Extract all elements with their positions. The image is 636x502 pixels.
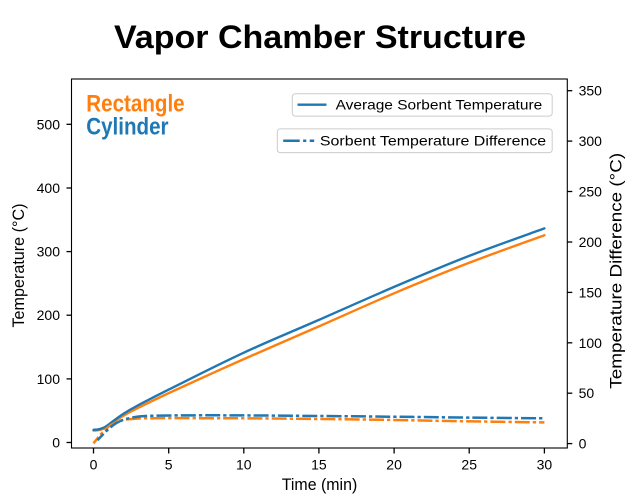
svg-text:400: 400 — [37, 180, 61, 196]
svg-text:50: 50 — [579, 385, 595, 401]
svg-text:150: 150 — [579, 284, 603, 300]
svg-text:Sorbent Temperature Difference: Sorbent Temperature Difference — [320, 132, 547, 148]
svg-text:Rectangle: Rectangle — [86, 90, 184, 117]
svg-text:25: 25 — [461, 457, 477, 473]
svg-text:200: 200 — [579, 234, 603, 250]
svg-text:250: 250 — [579, 184, 603, 200]
svg-text:10: 10 — [236, 457, 252, 473]
svg-text:15: 15 — [311, 457, 327, 473]
svg-text:Average Sorbent Temperature: Average Sorbent Temperature — [336, 97, 543, 113]
svg-text:0: 0 — [52, 435, 60, 451]
svg-text:500: 500 — [37, 116, 61, 132]
svg-text:Vapor Chamber Structure: Vapor Chamber Structure — [114, 19, 526, 55]
svg-text:0: 0 — [579, 436, 587, 452]
svg-text:100: 100 — [579, 335, 603, 351]
svg-text:Cylinder: Cylinder — [86, 114, 169, 141]
svg-text:0: 0 — [90, 457, 98, 473]
svg-text:200: 200 — [37, 307, 61, 323]
svg-text:20: 20 — [386, 457, 402, 473]
svg-text:Temperature Difference (°C): Temperature Difference (°C) — [607, 153, 626, 389]
svg-text:30: 30 — [537, 457, 553, 473]
svg-text:300: 300 — [37, 244, 61, 260]
svg-text:Temperature (°C): Temperature (°C) — [9, 203, 28, 327]
svg-text:Time (min): Time (min) — [282, 475, 358, 494]
svg-text:300: 300 — [579, 133, 603, 149]
svg-text:350: 350 — [579, 83, 603, 99]
svg-text:5: 5 — [165, 457, 173, 473]
svg-text:100: 100 — [37, 371, 61, 387]
